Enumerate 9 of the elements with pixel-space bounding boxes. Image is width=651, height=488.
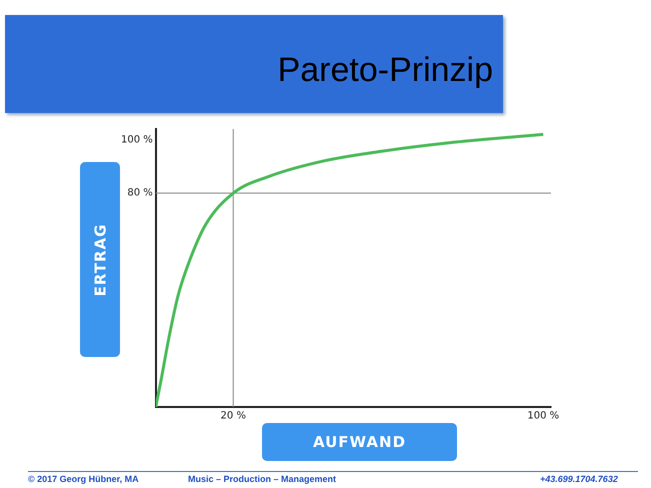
y-axis-title: ERTRAG xyxy=(91,223,110,296)
line-series xyxy=(156,132,545,407)
chart-title: Pareto-Prinzip xyxy=(278,51,493,90)
text: © 2017 Georg Hübner, MA xyxy=(28,474,139,484)
x-tick-label: 20 % xyxy=(220,410,246,422)
text: +43.699.1704.7632 xyxy=(540,474,618,484)
text: Music – Production – Management xyxy=(188,474,336,484)
y-tick-label: 80 % xyxy=(127,188,153,199)
x-axis-title: AUFWAND xyxy=(262,423,457,461)
